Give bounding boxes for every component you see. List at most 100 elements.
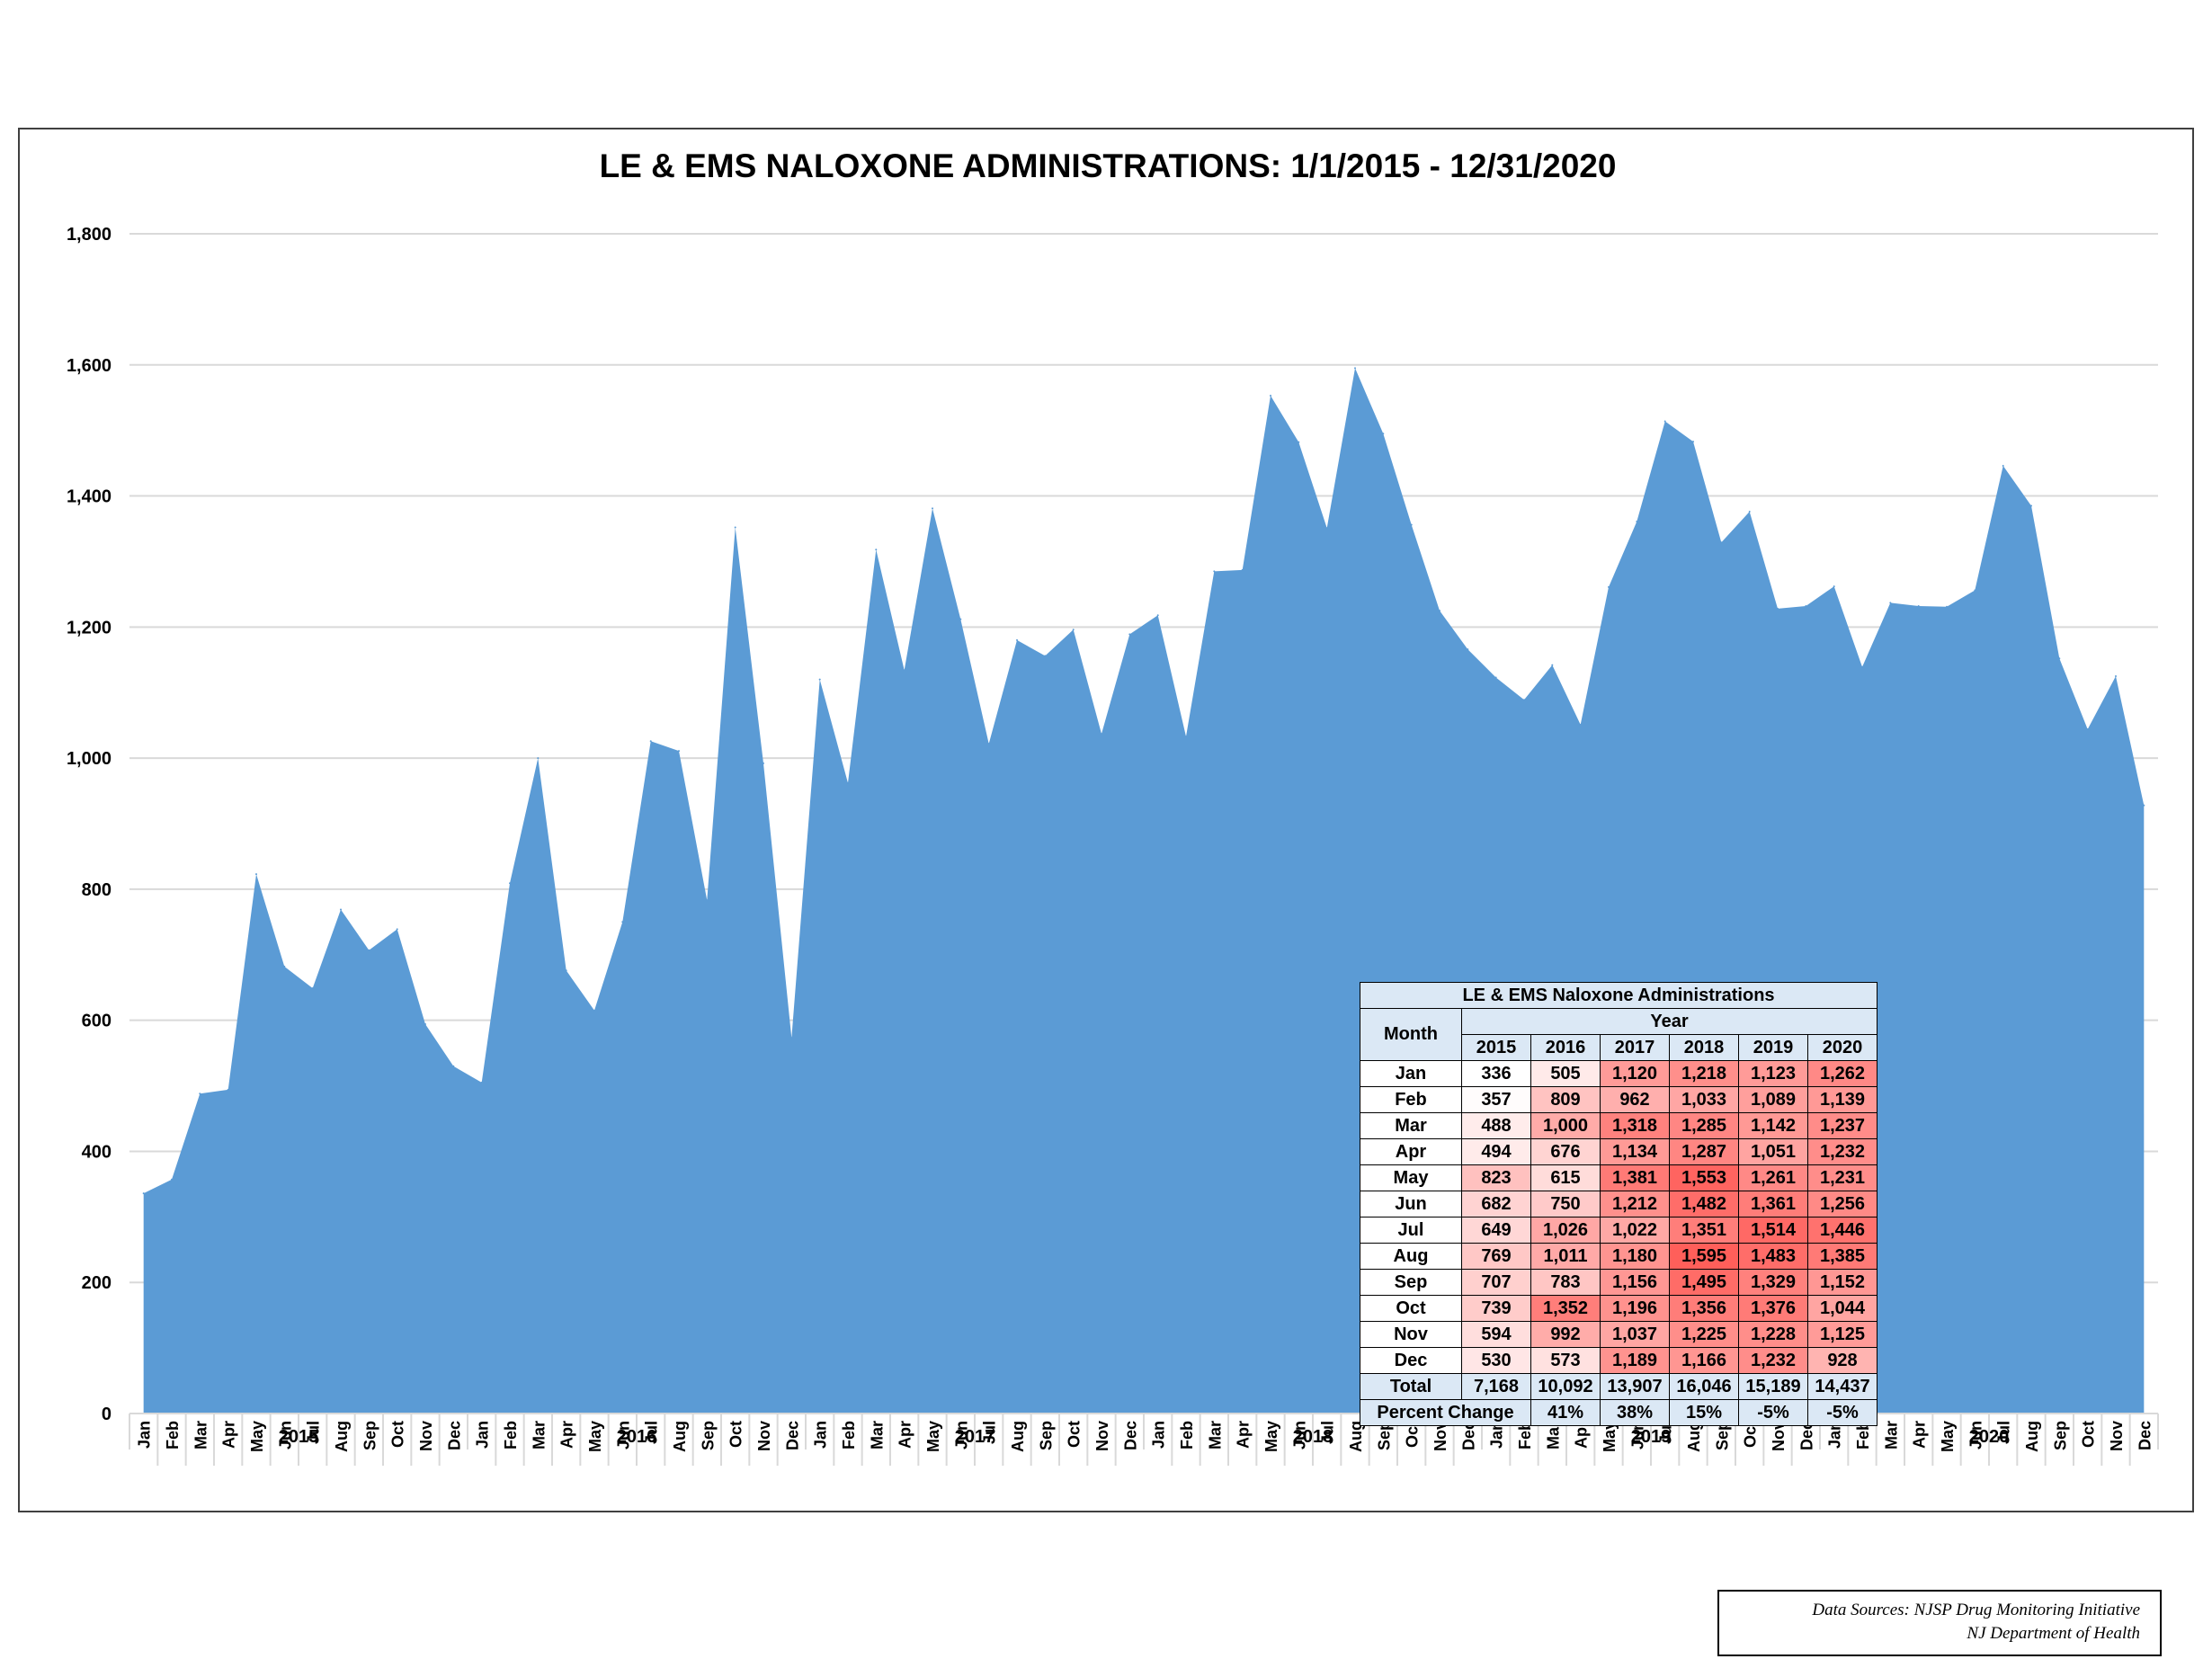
data-point — [987, 743, 990, 745]
table-cell: 928 — [1807, 1347, 1878, 1374]
table-cell: 1,180 — [1600, 1243, 1670, 1270]
row-month-label: Oct — [1360, 1295, 1462, 1322]
percent-change-row: Percent Change 41% 38% 15% -5% -5% — [1360, 1399, 1878, 1426]
x-month-label: Oct — [2080, 1421, 2098, 1448]
table-title: LE & EMS Naloxone Administrations — [1360, 982, 1878, 1009]
x-month-label: Sep — [1713, 1421, 1731, 1450]
data-point — [1917, 605, 1920, 607]
table-row: Nov 594 992 1,037 1,225 1,228 1,125 — [1360, 1321, 1878, 1348]
year-col-header: 2018 — [1669, 1034, 1739, 1061]
x-month-label: Nov — [755, 1421, 773, 1451]
x-month-label: Sep — [361, 1421, 379, 1450]
x-month-label: Jan — [474, 1421, 492, 1449]
data-point — [1748, 511, 1751, 513]
data-point — [1889, 602, 1892, 604]
x-month-label: Oct — [1066, 1421, 1084, 1448]
table-cell: 1,011 — [1530, 1243, 1601, 1270]
data-point — [1692, 441, 1694, 443]
x-month-label: Jul — [1319, 1421, 1337, 1444]
data-point — [396, 928, 398, 931]
data-point — [1185, 736, 1187, 738]
source-line-2: NJ Department of Health — [1967, 1624, 2140, 1643]
data-point — [847, 781, 849, 784]
x-month-label: Mar — [530, 1421, 548, 1449]
x-month-label: Jul — [1657, 1421, 1675, 1444]
table-cell: 1,228 — [1738, 1321, 1808, 1348]
data-point — [2058, 657, 2061, 660]
x-month-label: Feb — [1516, 1421, 1534, 1449]
table-cell: 739 — [1461, 1295, 1531, 1322]
x-month-label: Jun — [614, 1421, 632, 1449]
y-tick-label: 1,600 — [67, 356, 111, 376]
x-month-label: Jul — [643, 1421, 661, 1444]
data-point — [1241, 568, 1244, 571]
table-cell: 1,385 — [1807, 1243, 1878, 1270]
table-cell: 783 — [1530, 1269, 1601, 1296]
data-point — [1101, 733, 1102, 736]
table-row: Jan 336 505 1,120 1,218 1,123 1,262 — [1360, 1060, 1878, 1087]
data-point — [1551, 664, 1554, 666]
x-month-label: Apr — [558, 1421, 576, 1449]
x-month-label: Jan — [812, 1421, 830, 1449]
x-month-label: Nov — [1770, 1421, 1788, 1451]
x-month-label: May — [248, 1421, 266, 1452]
x-month-label: Jun — [1967, 1421, 1985, 1449]
x-year-label: 2017 — [955, 1427, 995, 1447]
x-month-label: Nov — [1093, 1421, 1111, 1451]
x-month-label: May — [1262, 1421, 1280, 1452]
table-cell: 1,212 — [1600, 1191, 1670, 1217]
x-month-label: Aug — [1009, 1421, 1027, 1452]
x-month-label: Dec — [1459, 1421, 1477, 1450]
row-month-label: Jul — [1360, 1217, 1462, 1244]
x-month-label: Sep — [699, 1421, 717, 1450]
x-month-label: Dec — [1121, 1421, 1139, 1450]
data-point — [1805, 605, 1807, 607]
data-point — [1861, 665, 1863, 668]
table-cell: 1,000 — [1530, 1112, 1601, 1139]
data-point — [227, 1088, 229, 1091]
data-point — [2086, 728, 2089, 730]
table-cell: 1,156 — [1600, 1269, 1670, 1296]
data-point — [1270, 395, 1271, 397]
data-point — [818, 678, 821, 681]
row-month-label: Mar — [1360, 1112, 1462, 1139]
x-month-label: Mar — [1882, 1421, 1900, 1449]
total-cell: 14,437 — [1807, 1373, 1878, 1400]
x-month-label: Oct — [1404, 1421, 1422, 1448]
row-month-label: Feb — [1360, 1086, 1462, 1113]
x-month-label: Feb — [1854, 1421, 1872, 1449]
row-month-label: Apr — [1360, 1138, 1462, 1165]
table-cell: 1,033 — [1669, 1086, 1739, 1113]
data-point — [480, 1081, 483, 1084]
x-month-label: Feb — [164, 1421, 182, 1449]
table-row: Apr 494 676 1,134 1,287 1,051 1,232 — [1360, 1138, 1878, 1165]
x-month-label: May — [1939, 1421, 1957, 1452]
data-point — [1579, 723, 1582, 726]
data-point — [1325, 527, 1328, 530]
x-month-label: Jan — [1826, 1421, 1844, 1449]
x-month-label: Sep — [1037, 1421, 1055, 1450]
table-cell: 1,495 — [1669, 1269, 1739, 1296]
table-cell: 488 — [1461, 1112, 1531, 1139]
year-col-header: 2019 — [1738, 1034, 1808, 1061]
data-point — [171, 1178, 173, 1181]
data-point — [734, 526, 736, 529]
x-month-label: Jan — [136, 1421, 154, 1449]
naloxone-data-table: LE & EMS Naloxone Administrations Month … — [1360, 982, 1878, 1426]
x-month-label: Aug — [333, 1421, 351, 1452]
x-month-label: May — [586, 1421, 604, 1452]
row-month-label: Jan — [1360, 1060, 1462, 1087]
x-month-label: May — [924, 1421, 942, 1452]
data-point — [2115, 675, 2117, 677]
table-row: Sep 707 783 1,156 1,495 1,329 1,152 — [1360, 1269, 1878, 1296]
table-cell: 1,125 — [1807, 1321, 1878, 1348]
data-point — [537, 757, 540, 760]
data-point — [1663, 420, 1666, 423]
data-point — [678, 750, 680, 753]
table-cell: 1,256 — [1807, 1191, 1878, 1217]
total-cell: 13,907 — [1600, 1373, 1670, 1400]
data-point — [1608, 585, 1610, 588]
y-tick-label: 200 — [82, 1273, 111, 1293]
table-cell: 1,232 — [1738, 1347, 1808, 1374]
table-cell: 494 — [1461, 1138, 1531, 1165]
